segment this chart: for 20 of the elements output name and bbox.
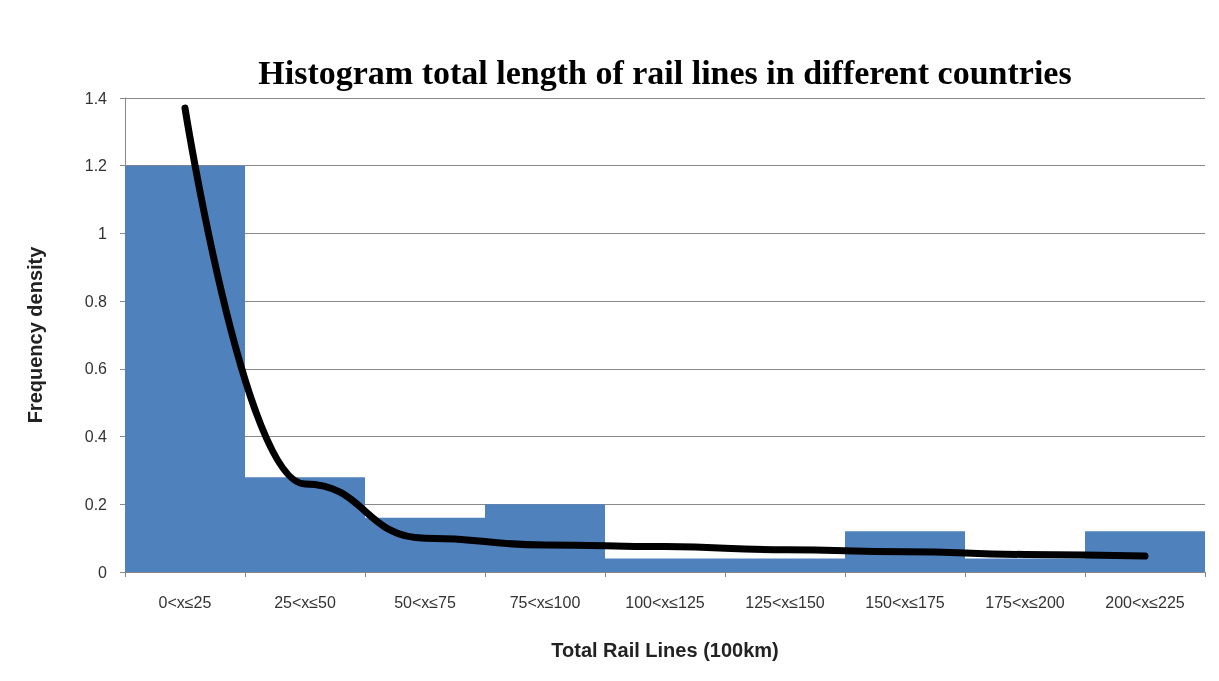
y-tick-label: 1 — [98, 224, 108, 242]
x-tick-label: 200<x≤225 — [1105, 593, 1185, 611]
y-tick-label: 1.2 — [84, 157, 108, 175]
chart-title: Histogram total length of rail lines in different countries — [258, 53, 1072, 91]
x-tick-label: 175<x≤200 — [985, 593, 1065, 611]
x-tick-label: 0<x≤25 — [158, 593, 212, 611]
y-tick-label: 1.4 — [84, 89, 108, 107]
x-tick-label: 150<x≤175 — [865, 593, 945, 611]
x-tick-label: 50<x≤75 — [394, 593, 456, 611]
y-axis-title: Frequency density — [24, 245, 46, 424]
x-tick-label: 75<x≤100 — [509, 593, 581, 611]
x-tick-label: 125<x≤150 — [745, 593, 825, 611]
y-tick-label: 0.2 — [84, 495, 108, 513]
x-tick-label: 25<x≤50 — [274, 593, 336, 611]
y-tick-label: 0.6 — [84, 360, 108, 378]
y-tick-label: 0.4 — [84, 428, 108, 446]
y-tick-label: 0 — [98, 563, 108, 581]
y-tick-label: 0.8 — [84, 292, 108, 310]
x-tick-label: 100<x≤125 — [625, 593, 705, 611]
x-axis-title: Total Rail Lines (100km) — [551, 639, 779, 661]
